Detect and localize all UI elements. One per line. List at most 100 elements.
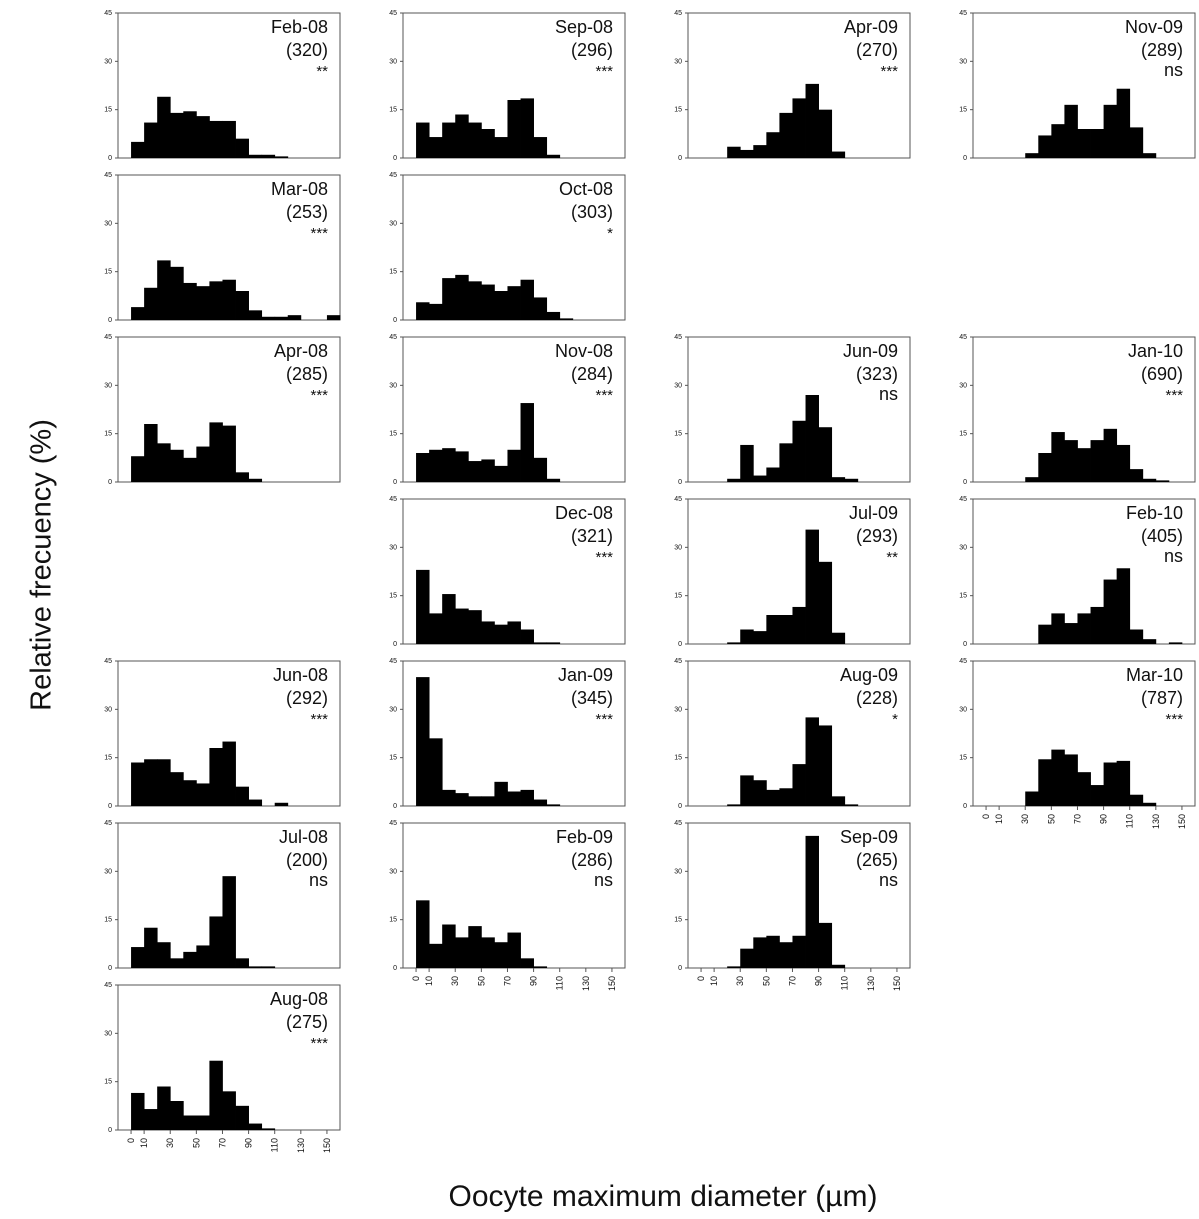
y-tick-label: 0 (678, 965, 682, 972)
y-tick-label: 0 (393, 479, 397, 486)
y-tick-label: 15 (674, 755, 682, 762)
bar-jan-09-30 (455, 793, 469, 806)
bar-feb-10-110 (1129, 629, 1144, 644)
bar-sep-08-20 (442, 122, 456, 158)
bar-aug-08-40 (183, 1115, 197, 1130)
sample-size-label: (292) (286, 688, 328, 708)
bar-sep-09-90 (818, 922, 833, 968)
y-tick-label: 15 (959, 431, 967, 438)
y-tick-label: 45 (389, 496, 397, 503)
x-tick-label: 90 (244, 1138, 254, 1148)
bar-jan-10-120 (1142, 478, 1157, 482)
y-tick-label: 30 (104, 706, 112, 713)
bar-sep-09-60 (779, 942, 793, 968)
sample-size-label: (345) (571, 688, 613, 708)
y-tick-label: 30 (389, 868, 397, 875)
month-label: Jan-10 (1128, 341, 1183, 361)
bar-mar-08-110 (274, 316, 289, 320)
bar-jun-09-20 (727, 478, 741, 482)
y-tick-label: 0 (393, 155, 397, 162)
bar-mar-10-50 (1051, 749, 1065, 806)
bar-sep-08-0 (416, 122, 430, 158)
bar-feb-10-80 (1090, 606, 1104, 644)
bar-dec-08-10 (429, 613, 443, 644)
bar-aug-08-60 (209, 1060, 223, 1130)
bar-jan-10-70 (1077, 448, 1091, 482)
significance-label: *** (1165, 387, 1183, 404)
y-tick-label: 45 (104, 820, 112, 827)
sample-size-label: (303) (571, 202, 613, 222)
bar-jun-08-0 (131, 762, 145, 806)
bar-mar-08-40 (183, 282, 197, 320)
significance-label: *** (595, 63, 613, 80)
bar-jan-10-130 (1155, 480, 1170, 482)
bar-jun-08-90 (248, 799, 263, 806)
bar-sep-08-100 (546, 154, 561, 158)
x-tick-label: 90 (1099, 814, 1109, 824)
bar-nov-09-110 (1129, 127, 1144, 158)
significance-label: ns (309, 870, 328, 890)
bar-feb-09-30 (455, 937, 469, 968)
y-tick-label: 45 (104, 334, 112, 341)
x-tick-label: 0 (411, 976, 421, 981)
sample-size-label: (200) (286, 850, 328, 870)
bar-nov-09-90 (1103, 104, 1118, 158)
y-tick-label: 15 (674, 593, 682, 600)
y-tick-label: 15 (104, 917, 112, 924)
month-label: Mar-10 (1126, 665, 1183, 685)
bar-apr-09-60 (779, 112, 793, 158)
significance-label: ** (316, 63, 328, 80)
y-tick-label: 30 (389, 382, 397, 389)
panel-sep-08: 0 15 30 45 Sep-08 (296) *** (389, 10, 626, 162)
month-label: Apr-09 (844, 17, 898, 37)
y-tick-label: 15 (104, 431, 112, 438)
bar-mar-10-60 (1064, 754, 1078, 806)
bar-jul-08-60 (209, 916, 223, 968)
bar-apr-08-50 (196, 446, 210, 482)
bar-mar-08-20 (157, 260, 171, 320)
significance-label: *** (595, 387, 613, 404)
y-tick-label: 15 (389, 431, 397, 438)
bar-jul-08-30 (170, 958, 184, 968)
y-tick-label: 15 (389, 593, 397, 600)
bar-nov-08-80 (520, 403, 534, 482)
bar-nov-09-60 (1064, 104, 1078, 158)
bar-jun-09-30 (740, 444, 754, 482)
bar-aug-09-80 (805, 717, 819, 806)
month-label: Feb-09 (556, 827, 613, 847)
y-tick-label: 0 (678, 803, 682, 810)
bar-jan-10-40 (1038, 453, 1052, 482)
y-tick-label: 45 (674, 658, 682, 665)
significance-label: ns (879, 870, 898, 890)
x-tick-label: 130 (1151, 814, 1161, 829)
bar-mar-10-120 (1142, 802, 1157, 806)
x-tick-label: 90 (814, 976, 824, 986)
bar-aug-08-0 (131, 1092, 145, 1130)
bar-feb-08-110 (274, 156, 289, 158)
bar-feb-08-100 (261, 154, 276, 158)
x-tick-label: 150 (607, 976, 617, 991)
y-tick-label: 0 (678, 479, 682, 486)
bar-feb-08-80 (235, 138, 249, 158)
bar-feb-10-50 (1051, 613, 1065, 644)
bar-jul-08-0 (131, 947, 145, 968)
bar-dec-08-60 (494, 624, 508, 644)
x-tick-label: 30 (1020, 814, 1030, 824)
bar-feb-09-60 (494, 942, 508, 968)
x-tick-label: 10 (709, 976, 719, 986)
bar-mar-08-60 (209, 281, 223, 320)
bar-jan-09-60 (494, 781, 508, 806)
y-tick-label: 15 (389, 917, 397, 924)
bar-sep-08-50 (481, 129, 495, 158)
bar-jul-08-70 (222, 876, 236, 968)
y-tick-label: 30 (674, 544, 682, 551)
panel-apr-09: 0 15 30 45 Apr-09 (270) *** (674, 10, 911, 162)
sample-size-label: (285) (286, 364, 328, 384)
bar-feb-08-60 (209, 120, 223, 158)
x-axis-label: Oocyte maximum diameter (µm) (448, 1180, 878, 1213)
significance-label: ns (1164, 546, 1183, 566)
bar-dec-08-90 (533, 642, 548, 644)
y-tick-label: 15 (389, 269, 397, 276)
bar-feb-09-20 (442, 924, 456, 968)
